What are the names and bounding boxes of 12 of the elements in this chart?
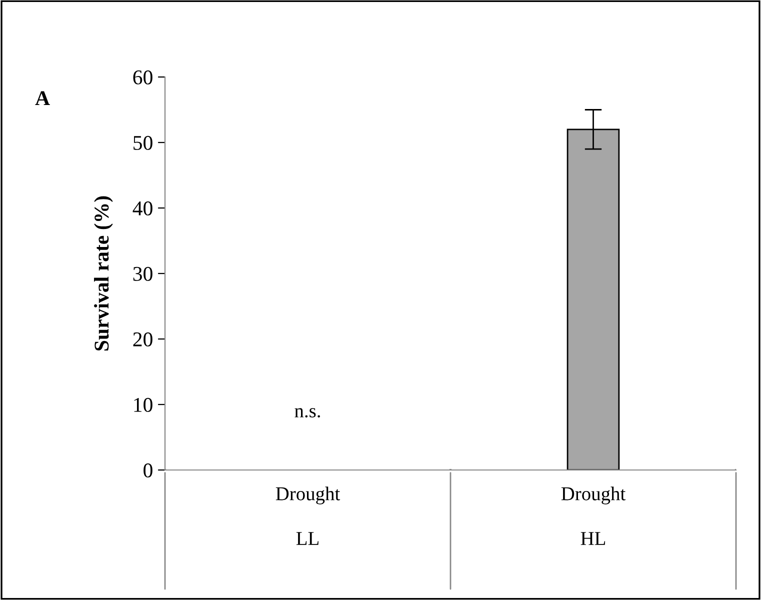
category-label: Drought HL [561,486,626,545]
y-tick-label: 20 [133,332,152,346]
text: A [35,91,50,106]
annotation: n.s. [294,408,320,418]
y-axis-title: Survival rate (%) [94,196,113,350]
y-tick-label: 40 [132,201,152,216]
y-tick-label: 10 [134,398,152,412]
category-label: Drought LL [276,486,340,545]
y-tick-label: 60 [133,70,152,84]
y-tick-label: 30 [133,266,152,281]
y-tick-label: 0 [144,463,152,478]
y-tick-label: 50 [134,136,152,150]
